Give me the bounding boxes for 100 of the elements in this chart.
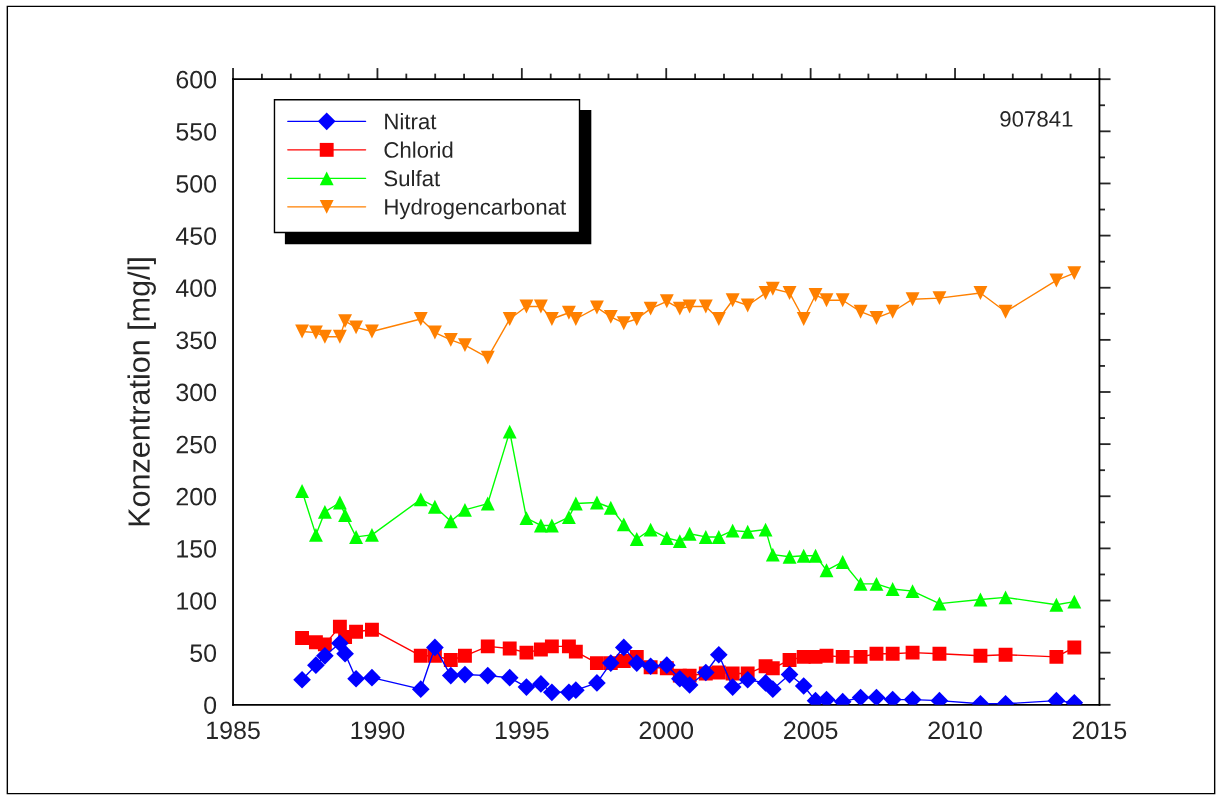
point: [349, 320, 364, 335]
x-tick-label: 1990: [351, 721, 405, 740]
point: [338, 508, 353, 522]
point: [331, 634, 349, 653]
point: [851, 688, 870, 705]
point: [853, 576, 868, 591]
point: [758, 522, 773, 537]
point: [885, 304, 900, 319]
point: [411, 680, 430, 698]
point: [738, 670, 757, 689]
y-axis-title: Konzentration [mg/l]: [127, 258, 156, 526]
point: [519, 299, 534, 314]
point: [458, 648, 472, 663]
point: [349, 529, 364, 544]
point: [544, 639, 559, 654]
point: [533, 518, 548, 533]
point: [973, 286, 988, 300]
point: [589, 656, 604, 671]
point: [796, 312, 811, 326]
point: [808, 288, 823, 302]
point: [643, 301, 658, 316]
point: [998, 304, 1013, 319]
legend-label: Nitrat: [385, 113, 437, 130]
point: [885, 582, 900, 597]
point: [680, 676, 699, 694]
point: [316, 646, 334, 665]
point: [589, 495, 604, 510]
point: [835, 649, 850, 664]
point: [698, 529, 713, 544]
point: [307, 656, 325, 675]
point: [480, 350, 495, 365]
point: [347, 669, 365, 688]
point: [867, 688, 886, 705]
x-tick-label: 1985: [207, 721, 260, 740]
y-tick-label: 350: [176, 331, 217, 350]
point: [443, 332, 458, 347]
y-tick-label: 0: [204, 696, 217, 715]
point: [629, 532, 644, 546]
point: [616, 517, 631, 532]
point: [308, 527, 323, 542]
point: [588, 674, 606, 692]
point: [796, 548, 811, 563]
point: [317, 637, 332, 652]
y-tick-label: 100: [177, 592, 217, 610]
point: [659, 294, 674, 309]
y-tick-label: 450: [175, 227, 217, 245]
point: [332, 495, 347, 510]
y-tick-label: 400: [175, 279, 217, 298]
point: [443, 514, 458, 529]
point: [519, 645, 534, 660]
point: [363, 668, 381, 687]
point: [317, 504, 332, 519]
point: [317, 329, 332, 344]
point: [532, 675, 550, 693]
point: [544, 312, 559, 326]
point: [427, 499, 442, 514]
point: [819, 648, 834, 663]
point: [627, 654, 646, 672]
point: [458, 338, 472, 353]
point: [782, 286, 797, 300]
point: [998, 590, 1013, 605]
point: [682, 526, 697, 541]
point: [332, 329, 347, 344]
point: [1049, 597, 1064, 612]
point: [295, 484, 309, 498]
point: [711, 312, 726, 326]
point: [568, 312, 583, 326]
point: [682, 299, 697, 314]
point: [819, 563, 834, 578]
point: [1049, 649, 1064, 664]
y-tick-label: 50: [190, 644, 217, 662]
point: [616, 316, 631, 331]
point: [932, 291, 947, 306]
point: [561, 305, 576, 320]
point: [1067, 640, 1082, 655]
point: [885, 646, 900, 661]
point: [295, 631, 309, 646]
point: [782, 653, 797, 667]
point: [1067, 594, 1082, 609]
point: [568, 496, 583, 511]
point: [853, 304, 868, 319]
point: [349, 624, 364, 639]
legend-label: Chlorid: [384, 141, 453, 158]
point: [973, 648, 988, 663]
point: [853, 649, 868, 664]
y-tick-label: 250: [176, 435, 217, 454]
point: [544, 518, 559, 533]
point: [365, 527, 379, 542]
point: [502, 424, 517, 439]
point: [725, 293, 740, 308]
point: [293, 670, 311, 689]
point: [519, 511, 534, 526]
point: [456, 665, 474, 684]
point: [659, 531, 674, 545]
y-tick-label: 550: [176, 122, 217, 141]
point: [819, 293, 834, 308]
point: [458, 502, 472, 517]
point: [533, 299, 548, 314]
point: [413, 312, 428, 326]
point: [740, 298, 755, 313]
